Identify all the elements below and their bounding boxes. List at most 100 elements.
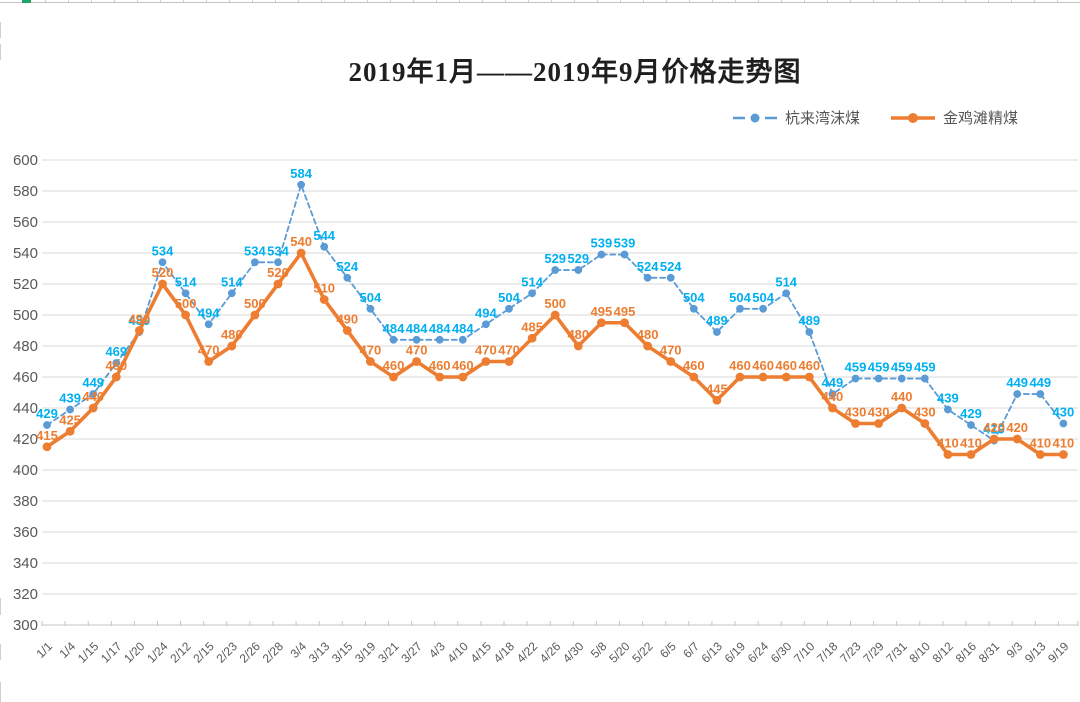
svg-text:480: 480 bbox=[13, 338, 38, 355]
svg-text:440: 440 bbox=[822, 389, 844, 404]
svg-text:429: 429 bbox=[960, 406, 982, 421]
svg-text:514: 514 bbox=[175, 274, 197, 289]
chart-legend: 杭来湾沫煤 金鸡滩精煤 bbox=[732, 107, 1018, 128]
svg-text:410: 410 bbox=[937, 436, 959, 451]
svg-text:500: 500 bbox=[175, 296, 197, 311]
svg-text:6/7: 6/7 bbox=[680, 639, 702, 661]
svg-text:459: 459 bbox=[891, 360, 913, 375]
svg-text:4/3: 4/3 bbox=[426, 639, 448, 661]
svg-text:584: 584 bbox=[290, 166, 312, 181]
svg-text:7/31: 7/31 bbox=[883, 639, 910, 666]
svg-text:440: 440 bbox=[13, 400, 38, 417]
svg-text:6/30: 6/30 bbox=[768, 639, 795, 666]
svg-text:449: 449 bbox=[1006, 375, 1028, 390]
svg-text:1/17: 1/17 bbox=[98, 639, 125, 666]
svg-text:430: 430 bbox=[845, 405, 867, 420]
svg-text:430: 430 bbox=[868, 405, 890, 420]
svg-text:504: 504 bbox=[752, 290, 774, 305]
svg-text:420: 420 bbox=[13, 431, 38, 448]
svg-text:480: 480 bbox=[637, 327, 659, 342]
svg-text:4/22: 4/22 bbox=[514, 639, 541, 666]
svg-text:2/28: 2/28 bbox=[260, 639, 287, 666]
svg-text:460: 460 bbox=[775, 358, 797, 373]
svg-text:2/23: 2/23 bbox=[214, 639, 241, 666]
svg-text:490: 490 bbox=[129, 312, 151, 327]
svg-text:490: 490 bbox=[336, 312, 358, 327]
svg-text:529: 529 bbox=[544, 251, 566, 266]
svg-text:360: 360 bbox=[13, 524, 38, 541]
spreadsheet-row-gridline bbox=[0, 644, 1, 660]
svg-text:459: 459 bbox=[845, 360, 867, 375]
svg-text:470: 470 bbox=[198, 343, 220, 358]
svg-text:5/8: 5/8 bbox=[588, 639, 610, 661]
svg-text:494: 494 bbox=[475, 305, 497, 320]
svg-text:430: 430 bbox=[1053, 405, 1075, 420]
svg-text:1/24: 1/24 bbox=[144, 639, 171, 666]
svg-text:470: 470 bbox=[660, 343, 682, 358]
svg-text:510: 510 bbox=[313, 281, 335, 296]
series-1-data-labels: 4154254404604905205004704805005205405104… bbox=[36, 234, 1074, 451]
svg-text:7/18: 7/18 bbox=[814, 639, 841, 666]
svg-text:460: 460 bbox=[683, 358, 705, 373]
svg-text:484: 484 bbox=[429, 321, 451, 336]
svg-text:340: 340 bbox=[13, 555, 38, 572]
svg-text:544: 544 bbox=[313, 228, 335, 243]
svg-text:8/10: 8/10 bbox=[907, 639, 934, 666]
svg-text:500: 500 bbox=[13, 307, 38, 324]
svg-text:449: 449 bbox=[1029, 375, 1051, 390]
svg-text:420: 420 bbox=[983, 420, 1005, 435]
series-1-solid bbox=[42, 248, 1068, 459]
svg-text:8/12: 8/12 bbox=[930, 639, 957, 666]
spreadsheet-top-gridline bbox=[0, 2, 1080, 3]
svg-text:495: 495 bbox=[591, 304, 613, 319]
legend-label: 杭来湾沫煤 bbox=[785, 110, 861, 127]
svg-text:504: 504 bbox=[729, 290, 751, 305]
svg-text:529: 529 bbox=[567, 251, 589, 266]
svg-text:3/4: 3/4 bbox=[288, 639, 310, 661]
svg-text:429: 429 bbox=[36, 406, 58, 421]
x-axis bbox=[41, 621, 1079, 626]
svg-text:500: 500 bbox=[544, 296, 566, 311]
svg-text:445: 445 bbox=[706, 381, 728, 396]
svg-text:7/23: 7/23 bbox=[837, 639, 864, 666]
legend-label: 金鸡滩精煤 bbox=[943, 110, 1019, 127]
svg-text:500: 500 bbox=[244, 296, 266, 311]
x-axis-labels: 1/1 1/41/151/171/201/242/122/152/232/262/… bbox=[33, 639, 1071, 666]
svg-text:400: 400 bbox=[13, 462, 38, 479]
svg-text:449: 449 bbox=[82, 375, 104, 390]
svg-text:7/10: 7/10 bbox=[791, 639, 818, 666]
svg-text:534: 534 bbox=[152, 243, 174, 258]
svg-text:524: 524 bbox=[336, 259, 358, 274]
svg-text:1/20: 1/20 bbox=[121, 639, 148, 666]
legend-item-jinjitan-coal[interactable]: 金鸡滩精煤 bbox=[890, 107, 1018, 128]
svg-text:470: 470 bbox=[498, 343, 520, 358]
svg-text:6/24: 6/24 bbox=[745, 639, 772, 666]
svg-text:514: 514 bbox=[775, 274, 797, 289]
svg-text:460: 460 bbox=[798, 358, 820, 373]
svg-text:485: 485 bbox=[521, 319, 543, 334]
svg-text:1/1: 1/1 bbox=[33, 639, 55, 661]
svg-text:504: 504 bbox=[498, 290, 520, 305]
svg-text:469: 469 bbox=[105, 344, 127, 359]
svg-text:6/5: 6/5 bbox=[657, 639, 679, 661]
svg-text:459: 459 bbox=[868, 360, 890, 375]
svg-text:1/4: 1/4 bbox=[57, 639, 79, 661]
svg-text:2/12: 2/12 bbox=[167, 639, 194, 666]
svg-text:2/26: 2/26 bbox=[237, 639, 264, 666]
svg-text:489: 489 bbox=[798, 313, 820, 328]
spreadsheet-row-gridline bbox=[0, 598, 1, 615]
svg-text:470: 470 bbox=[406, 343, 428, 358]
svg-text:534: 534 bbox=[267, 243, 289, 258]
svg-text:480: 480 bbox=[221, 327, 243, 342]
svg-text:4/15: 4/15 bbox=[468, 639, 495, 666]
solid-line-marker-icon bbox=[891, 112, 936, 123]
svg-text:4/30: 4/30 bbox=[560, 639, 587, 666]
legend-item-hanglaiwan-coal[interactable]: 杭来湾沫煤 bbox=[732, 107, 860, 128]
spreadsheet-column-gridlines bbox=[0, 0, 1080, 3]
svg-text:6/19: 6/19 bbox=[722, 639, 749, 666]
svg-text:524: 524 bbox=[660, 259, 682, 274]
svg-text:320: 320 bbox=[13, 586, 38, 603]
svg-text:540: 540 bbox=[13, 245, 38, 262]
svg-text:540: 540 bbox=[290, 234, 312, 249]
